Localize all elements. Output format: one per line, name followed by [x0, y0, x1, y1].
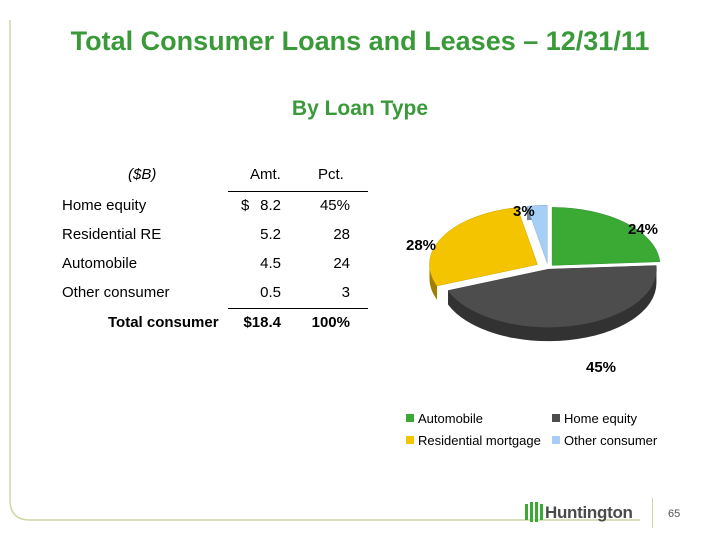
- legend-item-home-equity: Home equity: [552, 411, 637, 426]
- pie-slice-automobile: [551, 207, 661, 266]
- footer-divider: [652, 498, 653, 528]
- pie-slice-residential-mortgage: [429, 207, 538, 287]
- row-amt: 4.5: [260, 255, 281, 272]
- header-pct: Pct.: [318, 166, 344, 183]
- row-label: Other consumer: [62, 284, 170, 301]
- legend-label: Automobile: [418, 411, 484, 426]
- slide-title: Total Consumer Loans and Leases – 12/31/…: [70, 26, 650, 56]
- total-rule: [228, 308, 368, 309]
- pie-data-label: 28%: [406, 237, 436, 254]
- row-pct: 24: [333, 255, 350, 272]
- legend-label: Residential mortgage: [418, 433, 541, 448]
- logo-wordmark: Huntington: [545, 503, 633, 522]
- total-pct: 100%: [311, 314, 350, 331]
- table-total-row: Total consumer $18.4 100%: [60, 314, 370, 336]
- pie-slice-other-consumer: [526, 204, 548, 264]
- table-row: Other consumer 0.5 3: [60, 284, 370, 306]
- legend-label: Other consumer: [564, 433, 658, 448]
- legend-item-automobile: Automobile: [406, 411, 483, 426]
- header-rule: [228, 191, 368, 192]
- row-currency: $: [241, 197, 250, 214]
- row-pct: 3: [341, 284, 350, 301]
- row-label: Residential RE: [62, 226, 162, 243]
- row-label: Home equity: [62, 197, 147, 214]
- pie-data-label: 45%: [586, 359, 616, 376]
- header-amt: Amt.: [250, 166, 281, 183]
- table-row: Residential RE 5.2 28: [60, 226, 370, 248]
- row-pct: 28: [333, 226, 350, 243]
- row-pct: 45%: [319, 197, 350, 214]
- pie-data-label: 3%: [513, 203, 535, 220]
- total-amt: $18.4: [243, 314, 281, 331]
- legend-item-other-consumer: Other consumer: [552, 433, 657, 448]
- pie-slice-home-equity: [447, 265, 657, 328]
- total-label: Total consumer: [108, 314, 219, 331]
- legend-swatch: [406, 436, 414, 444]
- legend-swatch: [552, 436, 560, 444]
- logo-mark-icon: [525, 502, 543, 522]
- legend-swatch: [552, 414, 560, 422]
- pie-slice-side: [448, 269, 657, 342]
- pie-chart: 24% 45% 28% 3%: [406, 203, 661, 376]
- legend-item-residential-mortgage: Residential mortgage: [406, 433, 541, 448]
- row-amt: 0.5: [260, 284, 281, 301]
- row-amt: 8.2: [260, 197, 281, 214]
- table-row: Home equity $ 8.2 45%: [60, 197, 370, 219]
- table-header-row: ($B) Amt. Pct.: [60, 166, 370, 188]
- row-label: Automobile: [62, 255, 138, 272]
- header-units: ($B): [128, 166, 157, 183]
- pie-slice-side: [429, 264, 438, 300]
- legend-swatch: [406, 414, 414, 422]
- row-amt: 5.2: [260, 226, 281, 243]
- pie-data-label: 24%: [628, 221, 658, 238]
- table-row: Automobile 4.5 24: [60, 255, 370, 277]
- page-number: 65: [668, 508, 681, 520]
- slide-subtitle: By Loan Type: [291, 97, 429, 120]
- legend-label: Home equity: [564, 411, 637, 426]
